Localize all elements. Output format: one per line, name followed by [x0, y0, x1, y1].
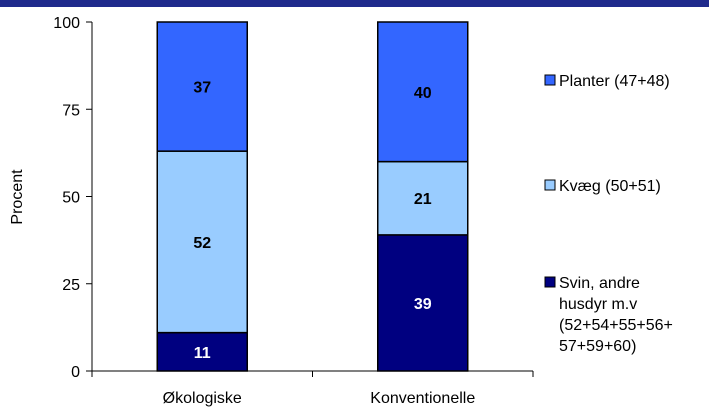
legend-swatch: [544, 179, 556, 191]
legend-label-line: 57+59+60): [559, 338, 636, 355]
y-tick-label: 75: [62, 102, 80, 119]
legend-label-line: Svin, andre: [559, 275, 640, 292]
legend-label: Svin, andre husdyr m.v (52+54+55+56+ 57+59+…: [559, 275, 673, 355]
x-axis: Økologiske Konventionelle: [91, 370, 534, 407]
bars: 11 52 37 39 21 40: [156, 21, 469, 372]
data-label: 39: [414, 296, 432, 313]
y-tick-label: 25: [62, 277, 80, 294]
legend: Planter (47+48) Kvæg (50+51) Svin, andre hu…: [544, 73, 673, 355]
top-band: [0, 0, 709, 7]
legend-swatch: [544, 74, 556, 86]
legend-label-line: (52+54+55+56+: [559, 317, 673, 334]
x-tick-label: Konventionelle: [370, 390, 475, 407]
data-label: 11: [194, 345, 211, 362]
y-tick-label: 100: [53, 15, 80, 32]
data-label: 52: [193, 235, 211, 252]
bar-segment: [156, 150, 248, 334]
bar-segment: [377, 21, 469, 163]
y-axis: 0 25 50 75 100: [53, 15, 93, 381]
legend-label-line: Kvæg (50+51): [559, 178, 661, 195]
data-label: 40: [414, 85, 432, 102]
bar-segment: [377, 234, 469, 372]
legend-label-line: husdyr m.v: [559, 296, 637, 313]
data-label: 21: [414, 191, 432, 208]
legend-label-line: Planter (47+48): [559, 73, 670, 90]
y-axis-title: Procent: [9, 169, 26, 225]
x-tick-label: Økologiske: [163, 390, 242, 407]
bar-segment: [156, 21, 248, 152]
legend-label: Kvæg (50+51): [559, 178, 661, 195]
legend-label: Planter (47+48): [559, 73, 670, 90]
legend-swatch: [544, 276, 556, 288]
y-tick-label: 50: [62, 190, 80, 207]
data-label: 37: [193, 80, 211, 97]
bar-segment: [377, 160, 469, 236]
y-tick-label: 0: [71, 364, 80, 381]
